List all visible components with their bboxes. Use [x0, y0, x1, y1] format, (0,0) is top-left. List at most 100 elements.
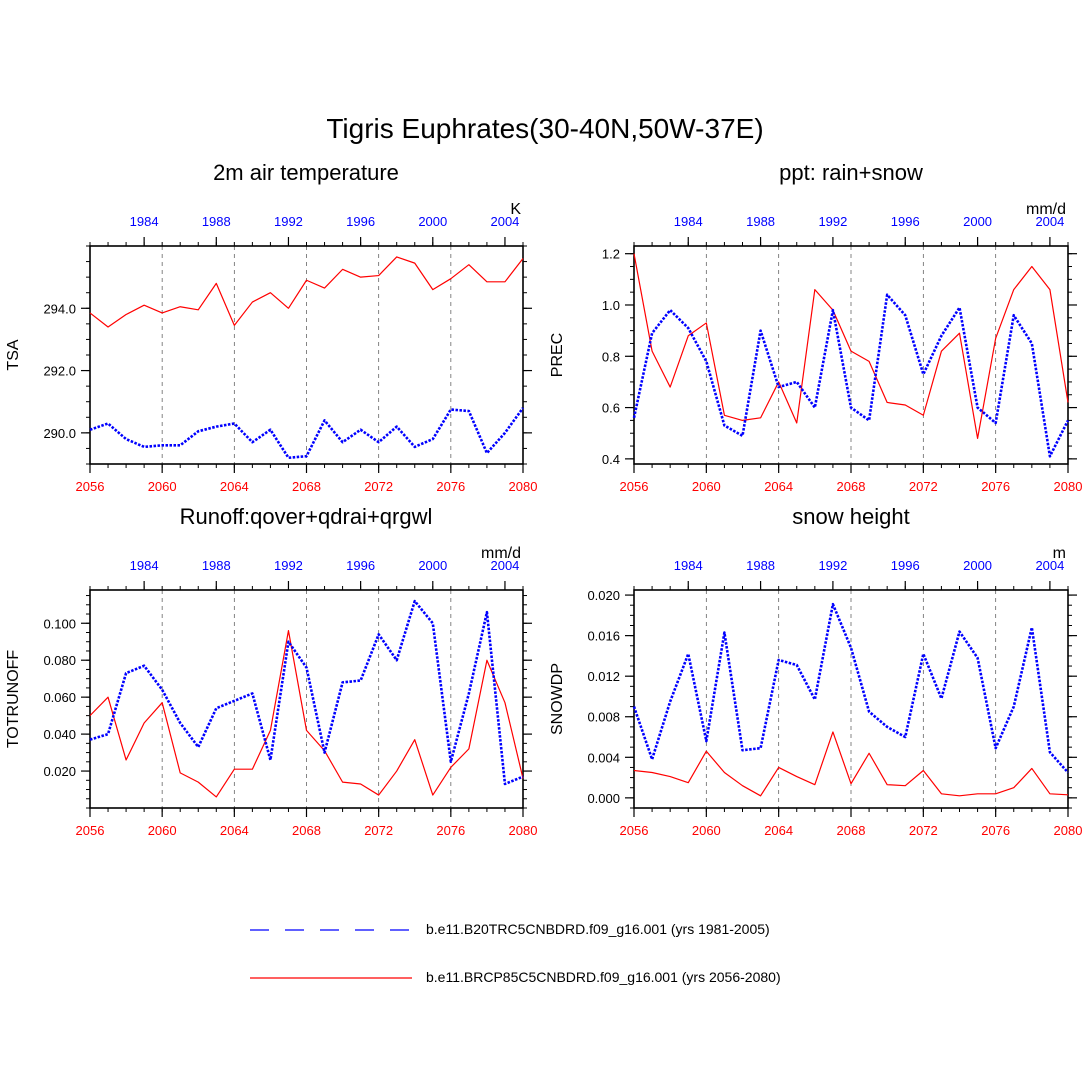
units-label: m [1053, 545, 1066, 562]
panel-totrunoff: Runoff:qover+qdrai+qrgwl 2056 2060 2064 2068… [5, 504, 537, 838]
series-future-line [633, 253, 1069, 439]
x-tick-label: 2072 [909, 823, 938, 838]
top-tick-label: 1996 [891, 558, 920, 573]
y-tick-label: 290.0 [43, 426, 76, 441]
y-tick-label: 1.2 [602, 247, 620, 262]
x-tick-label: 2072 [364, 479, 393, 494]
panel-title: snow height [792, 504, 909, 529]
x-tick-label: 2080 [509, 479, 538, 494]
top-tick-label: 1984 [130, 558, 159, 573]
legend-historical-label: b.e11.B20TRC5CNBDRD.f09_g16.001 (yrs 198… [426, 921, 770, 937]
top-tick-label: 2000 [418, 214, 447, 229]
legend-future-label: b.e11.BRCP85C5CNBDRD.f09_g16.001 (yrs 20… [426, 969, 781, 985]
top-tick-label: 1996 [346, 214, 375, 229]
x-tick-label: 2060 [148, 479, 177, 494]
y-tick-label: 0.012 [587, 669, 620, 684]
x-tick-label: 2080 [1054, 479, 1083, 494]
series-historical-line [632, 602, 1069, 774]
top-tick-label: 2004 [1035, 214, 1064, 229]
units-label: K [510, 201, 521, 218]
x-tick-label: 2068 [837, 479, 866, 494]
y-tick-label: 0.040 [43, 727, 76, 742]
x-tick-label: 2060 [692, 823, 721, 838]
x-tick-label: 2072 [909, 479, 938, 494]
y-tick-label: 0.020 [587, 588, 620, 603]
panel-prec: ppt: rain+snow 2056 2060 2064 2068 2072 2076 20… [549, 160, 1082, 494]
x-tick-label: 2068 [292, 823, 321, 838]
top-tick-label: 2004 [1035, 558, 1064, 573]
x-tick-label: 2072 [364, 823, 393, 838]
y-tick-label: 0.4 [602, 452, 620, 467]
x-tick-label: 2076 [436, 823, 465, 838]
top-tick-label: 1992 [274, 214, 303, 229]
x-tick-label: 2068 [292, 479, 321, 494]
top-tick-label: 1992 [274, 558, 303, 573]
panel-title: ppt: rain+snow [779, 160, 923, 185]
panel-snowdp: snow height 2056 2060 2064 2068 2072 2076 2080 1… [549, 504, 1082, 838]
series-historical-line [89, 599, 524, 786]
top-tick-label: 1992 [818, 558, 847, 573]
x-tick-label: 2080 [1054, 823, 1083, 838]
y-axis-label: TOTRUNOFF [5, 650, 22, 749]
top-tick-label: 1988 [202, 558, 231, 573]
top-tick-label: 2000 [963, 214, 992, 229]
x-tick-label: 2056 [620, 479, 649, 494]
y-tick-label: 0.008 [587, 710, 620, 725]
x-tick-label: 2064 [764, 479, 793, 494]
top-tick-label: 2000 [418, 558, 447, 573]
series-future-line [89, 256, 524, 328]
x-tick-label: 2076 [981, 823, 1010, 838]
top-tick-label: 1996 [346, 558, 375, 573]
series-future-line [89, 630, 524, 798]
y-tick-label: 0.6 [602, 401, 620, 416]
top-tick-label: 1988 [746, 214, 775, 229]
series-historical-line [632, 293, 1070, 458]
x-tick-label: 2076 [981, 479, 1010, 494]
y-tick-label: 0.080 [43, 653, 76, 668]
x-tick-label: 2064 [764, 823, 793, 838]
series-future-line [633, 731, 1069, 797]
top-tick-label: 2004 [490, 558, 519, 573]
panel-title: Runoff:qover+qdrai+qrgwl [180, 504, 433, 529]
units-label: mm/d [1026, 201, 1066, 218]
x-tick-label: 2056 [76, 823, 105, 838]
top-tick-label: 1984 [130, 214, 159, 229]
y-tick-label: 0.060 [43, 690, 76, 705]
y-tick-label: 292.0 [43, 364, 76, 379]
top-tick-label: 1996 [891, 214, 920, 229]
top-tick-label: 2000 [963, 558, 992, 573]
y-tick-label: 1.0 [602, 298, 620, 313]
panels: 2m air temperature 2056 2060 2064 2068 2072 20… [5, 160, 1082, 838]
x-tick-label: 2064 [220, 479, 249, 494]
x-tick-label: 2056 [620, 823, 649, 838]
top-tick-label: 2004 [490, 214, 519, 229]
x-tick-label: 2056 [76, 479, 105, 494]
y-axis-label: TSA [5, 339, 22, 370]
x-tick-label: 2060 [148, 823, 177, 838]
y-tick-label: 0.016 [587, 629, 620, 644]
top-tick-label: 1988 [202, 214, 231, 229]
panel-title: 2m air temperature [213, 160, 399, 185]
legend: b.e11.B20TRC5CNBDRD.f09_g16.001 (yrs 198… [250, 921, 781, 985]
x-tick-label: 2080 [509, 823, 538, 838]
y-axis-label: PREC [549, 333, 566, 377]
top-tick-label: 1992 [818, 214, 847, 229]
x-tick-label: 2060 [692, 479, 721, 494]
y-tick-label: 0.004 [587, 750, 620, 765]
y-tick-label: 0.8 [602, 349, 620, 364]
units-label: mm/d [481, 545, 521, 562]
y-axis-label: SNOWDP [549, 663, 566, 735]
y-tick-label: 0.100 [43, 616, 76, 631]
top-tick-label: 1988 [746, 558, 775, 573]
x-tick-label: 2068 [837, 823, 866, 838]
top-tick-label: 1984 [674, 558, 703, 573]
figure-title: Tigris Euphrates(30-40N,50W-37E) [326, 113, 763, 144]
top-tick-label: 1984 [674, 214, 703, 229]
x-tick-label: 2064 [220, 823, 249, 838]
y-tick-label: 0.020 [43, 764, 76, 779]
y-tick-label: 0.000 [587, 791, 620, 806]
series-historical-line [89, 407, 525, 460]
x-tick-label: 2076 [436, 479, 465, 494]
y-tick-label: 294.0 [43, 301, 76, 316]
